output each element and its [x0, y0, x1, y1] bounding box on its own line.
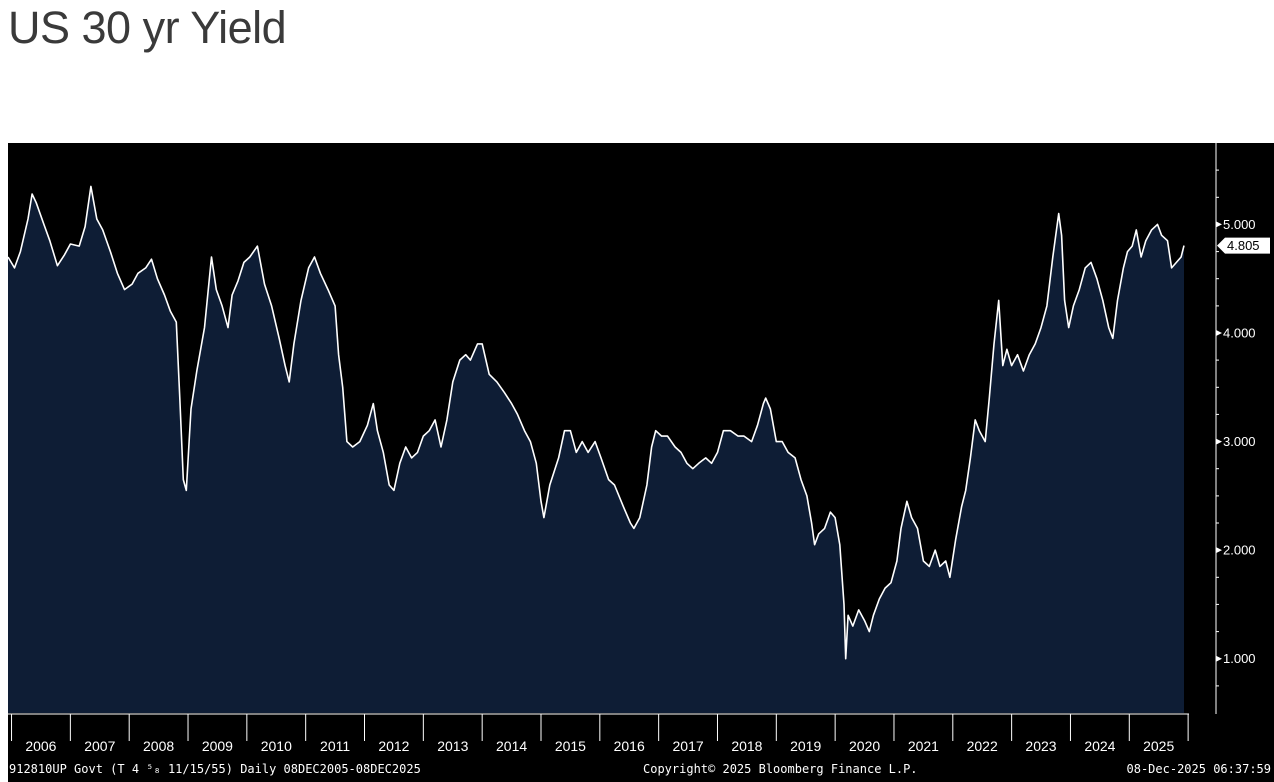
series-area-fill — [8, 186, 1184, 713]
footer-timestamp: 08-Dec-2025 06:37:59 — [1127, 762, 1272, 776]
x-tick-label: 2017 — [673, 738, 704, 754]
x-tick-label: 2011 — [320, 738, 350, 754]
plot-area — [8, 185, 1185, 713]
footer-security-info: 912810UP Govt (T 4 ⁵₈ 11/15/55) Daily 08… — [9, 762, 421, 776]
x-tick-label: 2019 — [790, 738, 821, 754]
y-tick-label: 2.000 — [1223, 543, 1256, 558]
y-major-tick — [1216, 330, 1222, 336]
y-tick-label: 4.000 — [1223, 326, 1256, 341]
x-tick-label: 2018 — [731, 738, 762, 754]
series-line — [8, 185, 1185, 660]
x-tick-label: 2014 — [496, 738, 527, 754]
y-major-tick — [1216, 655, 1222, 662]
footer-copyright: Copyright© 2025 Bloomberg Finance L.P. — [643, 762, 918, 776]
x-tick-label: 2015 — [555, 738, 586, 754]
last-value-label: 4.805 — [1227, 238, 1260, 253]
x-tick-label: 2009 — [202, 738, 233, 754]
x-axis: 2006 2007 2008 2009 2010 2011 2012 2013 2014 2015… — [8, 713, 1189, 754]
x-tick-label: 2008 — [143, 738, 174, 754]
x-tick-label: 2020 — [849, 738, 880, 754]
y-tick-label: 3.000 — [1223, 434, 1256, 449]
y-axis: 1.000 2.000 3.000 4.000 5.000 4.805 — [1215, 143, 1270, 714]
yield-chart: 2006 2007 2008 2009 2010 2011 2012 2013 2014 2015… — [8, 143, 1271, 776]
y-major-tick — [1216, 438, 1222, 445]
x-tick-label: 2010 — [261, 738, 292, 754]
x-tick-label: 2006 — [25, 738, 56, 754]
page-title: US 30 yr Yield — [8, 2, 287, 53]
y-major-tick — [1216, 221, 1222, 228]
y-major-tick — [1216, 547, 1222, 554]
y-tick-label: 1.000 — [1223, 651, 1256, 666]
x-tick-label: 2024 — [1084, 738, 1115, 754]
last-value-badge — [1217, 237, 1270, 254]
y-tick-label: 5.000 — [1223, 217, 1256, 232]
x-tick-label: 2016 — [614, 738, 645, 754]
x-tick-label: 2025 — [1143, 738, 1174, 754]
chart-panel: 2006 2007 2008 2009 2010 2011 2012 2013 2014 2015… — [8, 143, 1274, 782]
x-tick-label: 2012 — [378, 738, 409, 754]
x-tick-label: 2022 — [967, 738, 998, 754]
x-tick-label: 2007 — [84, 738, 115, 754]
chart-footer: 912810UP Govt (T 4 ⁵₈ 11/15/55) Daily 08… — [9, 762, 1271, 776]
x-tick-label: 2021 — [908, 738, 939, 754]
x-tick-label: 2023 — [1025, 738, 1056, 754]
x-tick-label: 2013 — [437, 738, 468, 754]
